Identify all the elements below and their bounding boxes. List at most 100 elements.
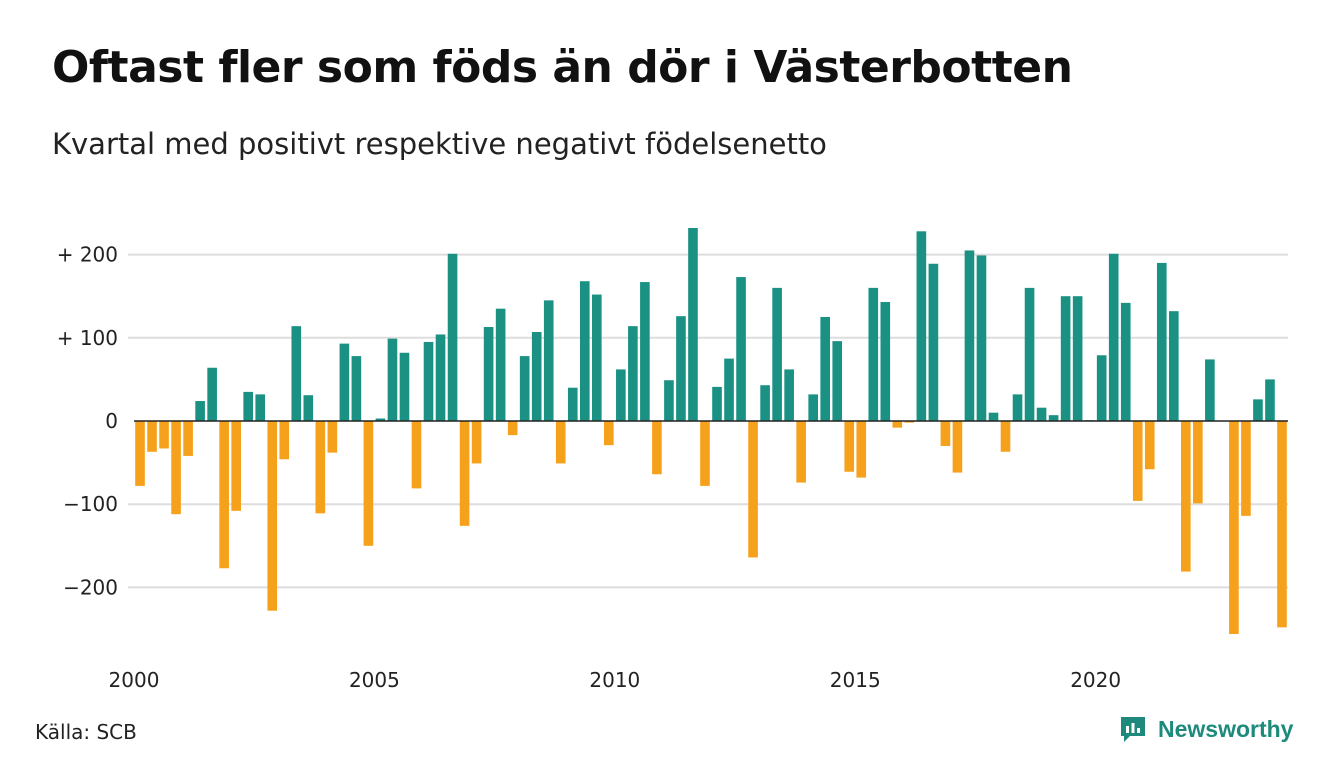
chart-subtitle: Kvartal med positivt respektive negativt… (52, 127, 827, 161)
bar (868, 287, 879, 421)
bar (543, 300, 554, 421)
bar (591, 294, 602, 421)
bar (616, 369, 626, 421)
bar (255, 394, 266, 421)
bar (1229, 421, 1239, 634)
bar (1241, 421, 1251, 516)
bar (1060, 296, 1071, 421)
bar (856, 421, 867, 478)
bar (904, 421, 915, 423)
bar (640, 282, 650, 421)
bar (495, 308, 506, 421)
bar (447, 253, 458, 421)
bar (1156, 262, 1167, 421)
bar (1000, 421, 1011, 452)
x-tick-label: 2010 (589, 668, 640, 692)
bar (676, 316, 686, 421)
bar (435, 334, 446, 421)
y-axis-ticks: + 200 + 100 0 −100 −200 (57, 243, 118, 600)
bar (820, 317, 831, 421)
bar (195, 401, 205, 421)
bar (760, 385, 770, 421)
bar (399, 352, 410, 421)
chart-title: Oftast fler som föds än dör i Västerbott… (52, 42, 1073, 93)
x-tick-label: 2020 (1070, 668, 1121, 692)
bar (375, 418, 386, 421)
y-tick-label: −200 (63, 575, 118, 599)
bar (339, 343, 350, 421)
bar (748, 421, 758, 558)
bar (988, 412, 999, 421)
bar (411, 421, 422, 489)
x-tick-label: 2005 (349, 668, 400, 692)
bar (471, 421, 482, 464)
bar (712, 386, 722, 421)
source-note: Källa: SCB (35, 720, 137, 744)
bar (1205, 359, 1215, 421)
bar (1024, 287, 1035, 421)
newsworthy-chart-logo-icon (1121, 717, 1145, 742)
bar (604, 421, 614, 446)
bar (628, 326, 638, 421)
bar (844, 421, 855, 472)
bar (147, 421, 157, 452)
bar (507, 421, 518, 436)
bar (928, 263, 939, 421)
bar (1193, 421, 1203, 504)
bar (291, 326, 302, 421)
bar (952, 421, 963, 473)
bar (784, 369, 794, 421)
bar (1265, 379, 1275, 421)
bar (916, 231, 927, 421)
bars (135, 227, 1287, 634)
bar (327, 421, 338, 453)
bar (519, 356, 530, 421)
brand-logo: Newsworthy (1118, 714, 1293, 744)
bar (243, 391, 254, 421)
x-axis-ticks: 2000 2005 2010 2015 2020 (109, 668, 1122, 692)
bar (567, 387, 578, 421)
bar (688, 227, 698, 421)
bar (267, 421, 278, 611)
brand-name: Newsworthy (1158, 715, 1294, 742)
bar (652, 421, 662, 475)
bar (880, 302, 891, 421)
bar (808, 394, 818, 421)
bar (459, 421, 470, 526)
x-tick-label: 2000 (109, 668, 160, 692)
bar (171, 421, 181, 515)
bar (207, 367, 217, 421)
bar (1253, 399, 1263, 421)
bar (1168, 311, 1179, 421)
bar (832, 341, 843, 421)
bar (1181, 421, 1191, 572)
bar (736, 277, 746, 421)
bar (279, 421, 290, 460)
bar (231, 421, 241, 511)
bar (964, 250, 975, 421)
bar (1277, 421, 1287, 628)
bar (1120, 302, 1131, 421)
bar (303, 395, 314, 421)
bar (483, 326, 494, 421)
bar (219, 421, 229, 569)
bar (664, 380, 674, 421)
gridlines (128, 253, 1288, 589)
y-tick-label: −100 (63, 492, 118, 516)
bar (724, 358, 734, 421)
bar (1096, 355, 1107, 421)
bar-chart: + 200 + 100 0 −100 −200 2000 2005 2010 2015 2020 (57, 227, 1288, 692)
bar (351, 356, 362, 421)
bar (1072, 296, 1083, 421)
bar (159, 421, 169, 449)
bar (387, 338, 398, 421)
y-tick-label: + 100 (57, 326, 118, 350)
bar (363, 421, 374, 546)
bar (796, 421, 806, 483)
bar (531, 331, 542, 421)
bar (1036, 407, 1047, 421)
bar (940, 421, 951, 446)
bar (772, 287, 782, 421)
bar (1048, 415, 1059, 421)
y-tick-label: + 200 (57, 243, 118, 267)
